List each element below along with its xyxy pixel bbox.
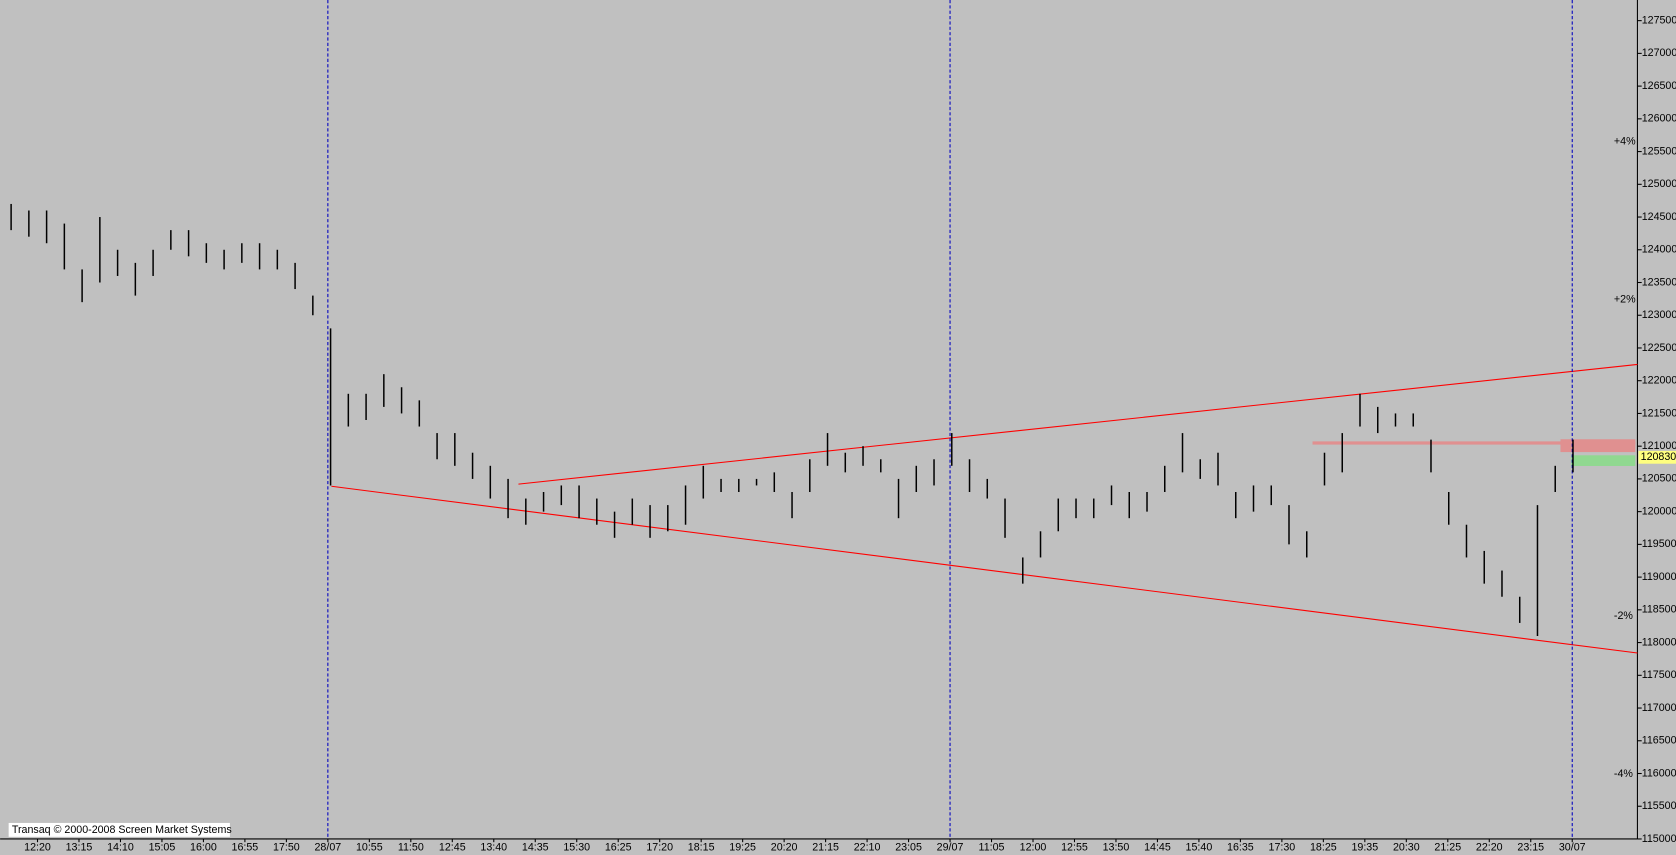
y-tick-label: 117000 — [1642, 702, 1676, 714]
x-tick-label: 19:25 — [729, 841, 756, 853]
x-tick-label: 10:55 — [356, 841, 383, 853]
x-tick-label: 15:30 — [563, 841, 590, 853]
y-tick-label: 127500 — [1642, 14, 1676, 26]
y-tick-label: 127000 — [1642, 47, 1676, 59]
x-tick-label: 17:50 — [273, 841, 300, 853]
trend-line — [331, 485, 1638, 654]
x-tick-label: 16:00 — [190, 841, 217, 853]
x-tick-label: 14:10 — [107, 841, 134, 853]
order-level — [1312, 441, 1636, 445]
x-tick-label: 13:15 — [66, 841, 93, 853]
y-tick-label: 121000 — [1642, 440, 1676, 452]
x-tick-label: 17:30 — [1269, 841, 1296, 853]
x-tick-label: 13:40 — [480, 841, 507, 853]
x-tick-label: 15:40 — [1186, 841, 1213, 853]
y-tick-label: 119500 — [1642, 538, 1676, 550]
y-tick-label: 121500 — [1642, 407, 1676, 419]
x-tick-label: 28/07 — [315, 841, 342, 853]
x-tick-label: 15:05 — [149, 841, 176, 853]
x-tick-label: 12:00 — [1020, 841, 1047, 853]
last-price: 120830 — [1641, 451, 1676, 463]
x-tick-label: 23:15 — [1517, 841, 1544, 853]
y-tick-label: 115500 — [1642, 800, 1676, 812]
y-tick-label: 117500 — [1642, 669, 1676, 681]
order-level — [1571, 455, 1636, 466]
x-tick-label: 21:15 — [812, 841, 839, 853]
x-tick-label: 20:30 — [1393, 841, 1420, 853]
x-tick-label: 11:05 — [979, 841, 1005, 853]
y-tick-label: 120000 — [1642, 505, 1676, 517]
y-tick-label: 124000 — [1642, 244, 1676, 256]
y-tick-label: 118500 — [1642, 604, 1676, 616]
x-tick-label: 22:10 — [854, 841, 881, 853]
y-tick-label: 119000 — [1642, 571, 1676, 583]
x-tick-label: 12:20 — [24, 841, 51, 853]
percent-label: -2% — [1614, 610, 1633, 622]
percent-label: +4% — [1614, 135, 1636, 147]
y-tick-label: 124500 — [1642, 211, 1676, 223]
x-tick-label: 19:35 — [1351, 841, 1378, 853]
x-tick-label: 30/07 — [1559, 841, 1586, 853]
y-tick-label: 122500 — [1642, 342, 1676, 354]
x-tick-label: 11:50 — [398, 841, 424, 853]
y-tick-label: 123000 — [1642, 309, 1676, 321]
x-tick-label: 12:45 — [439, 841, 466, 853]
x-tick-label: 29/07 — [937, 841, 964, 853]
x-tick-label: 16:35 — [1227, 841, 1254, 853]
x-tick-label: 18:15 — [688, 841, 715, 853]
plot-area — [0, 0, 1637, 839]
x-tick-label: 22:20 — [1476, 841, 1503, 853]
x-tick-label: 16:55 — [232, 841, 259, 853]
y-tick-label: 116500 — [1642, 735, 1676, 747]
order-level — [1560, 439, 1636, 453]
trend-line — [518, 363, 1638, 485]
footer: Transaq © 2000-2008 Screen Market System… — [12, 824, 232, 836]
y-tick-label: 126000 — [1642, 113, 1676, 125]
x-tick-label: 14:45 — [1144, 841, 1171, 853]
last-price-bg — [1638, 450, 1676, 464]
y-tick-label: 126500 — [1642, 80, 1676, 92]
percent-label: -4% — [1614, 768, 1633, 780]
x-tick-label: 13:50 — [1103, 841, 1130, 853]
x-tick-label: 16:25 — [605, 841, 632, 853]
x-tick-label: 14:35 — [522, 841, 549, 853]
y-tick-label: 125500 — [1642, 145, 1676, 157]
y-tick-label: 122000 — [1642, 375, 1676, 387]
x-tick-label: 17:20 — [646, 841, 673, 853]
y-tick-label: 116000 — [1642, 767, 1676, 779]
y-tick-label: 123500 — [1642, 276, 1676, 288]
price-axis — [1637, 0, 1676, 855]
y-tick-label: 120500 — [1642, 473, 1676, 485]
x-tick-label: 21:25 — [1434, 841, 1461, 853]
footer-bg — [8, 822, 230, 837]
x-tick-label: 20:20 — [771, 841, 798, 853]
y-tick-label: 115000 — [1642, 833, 1676, 845]
x-tick-label: 12:55 — [1061, 841, 1088, 853]
y-tick-label: 125000 — [1642, 178, 1676, 190]
percent-label: +2% — [1614, 294, 1636, 306]
x-tick-label: 23:05 — [895, 841, 922, 853]
y-tick-label: 118000 — [1642, 636, 1676, 648]
x-tick-label: 18:25 — [1310, 841, 1337, 853]
